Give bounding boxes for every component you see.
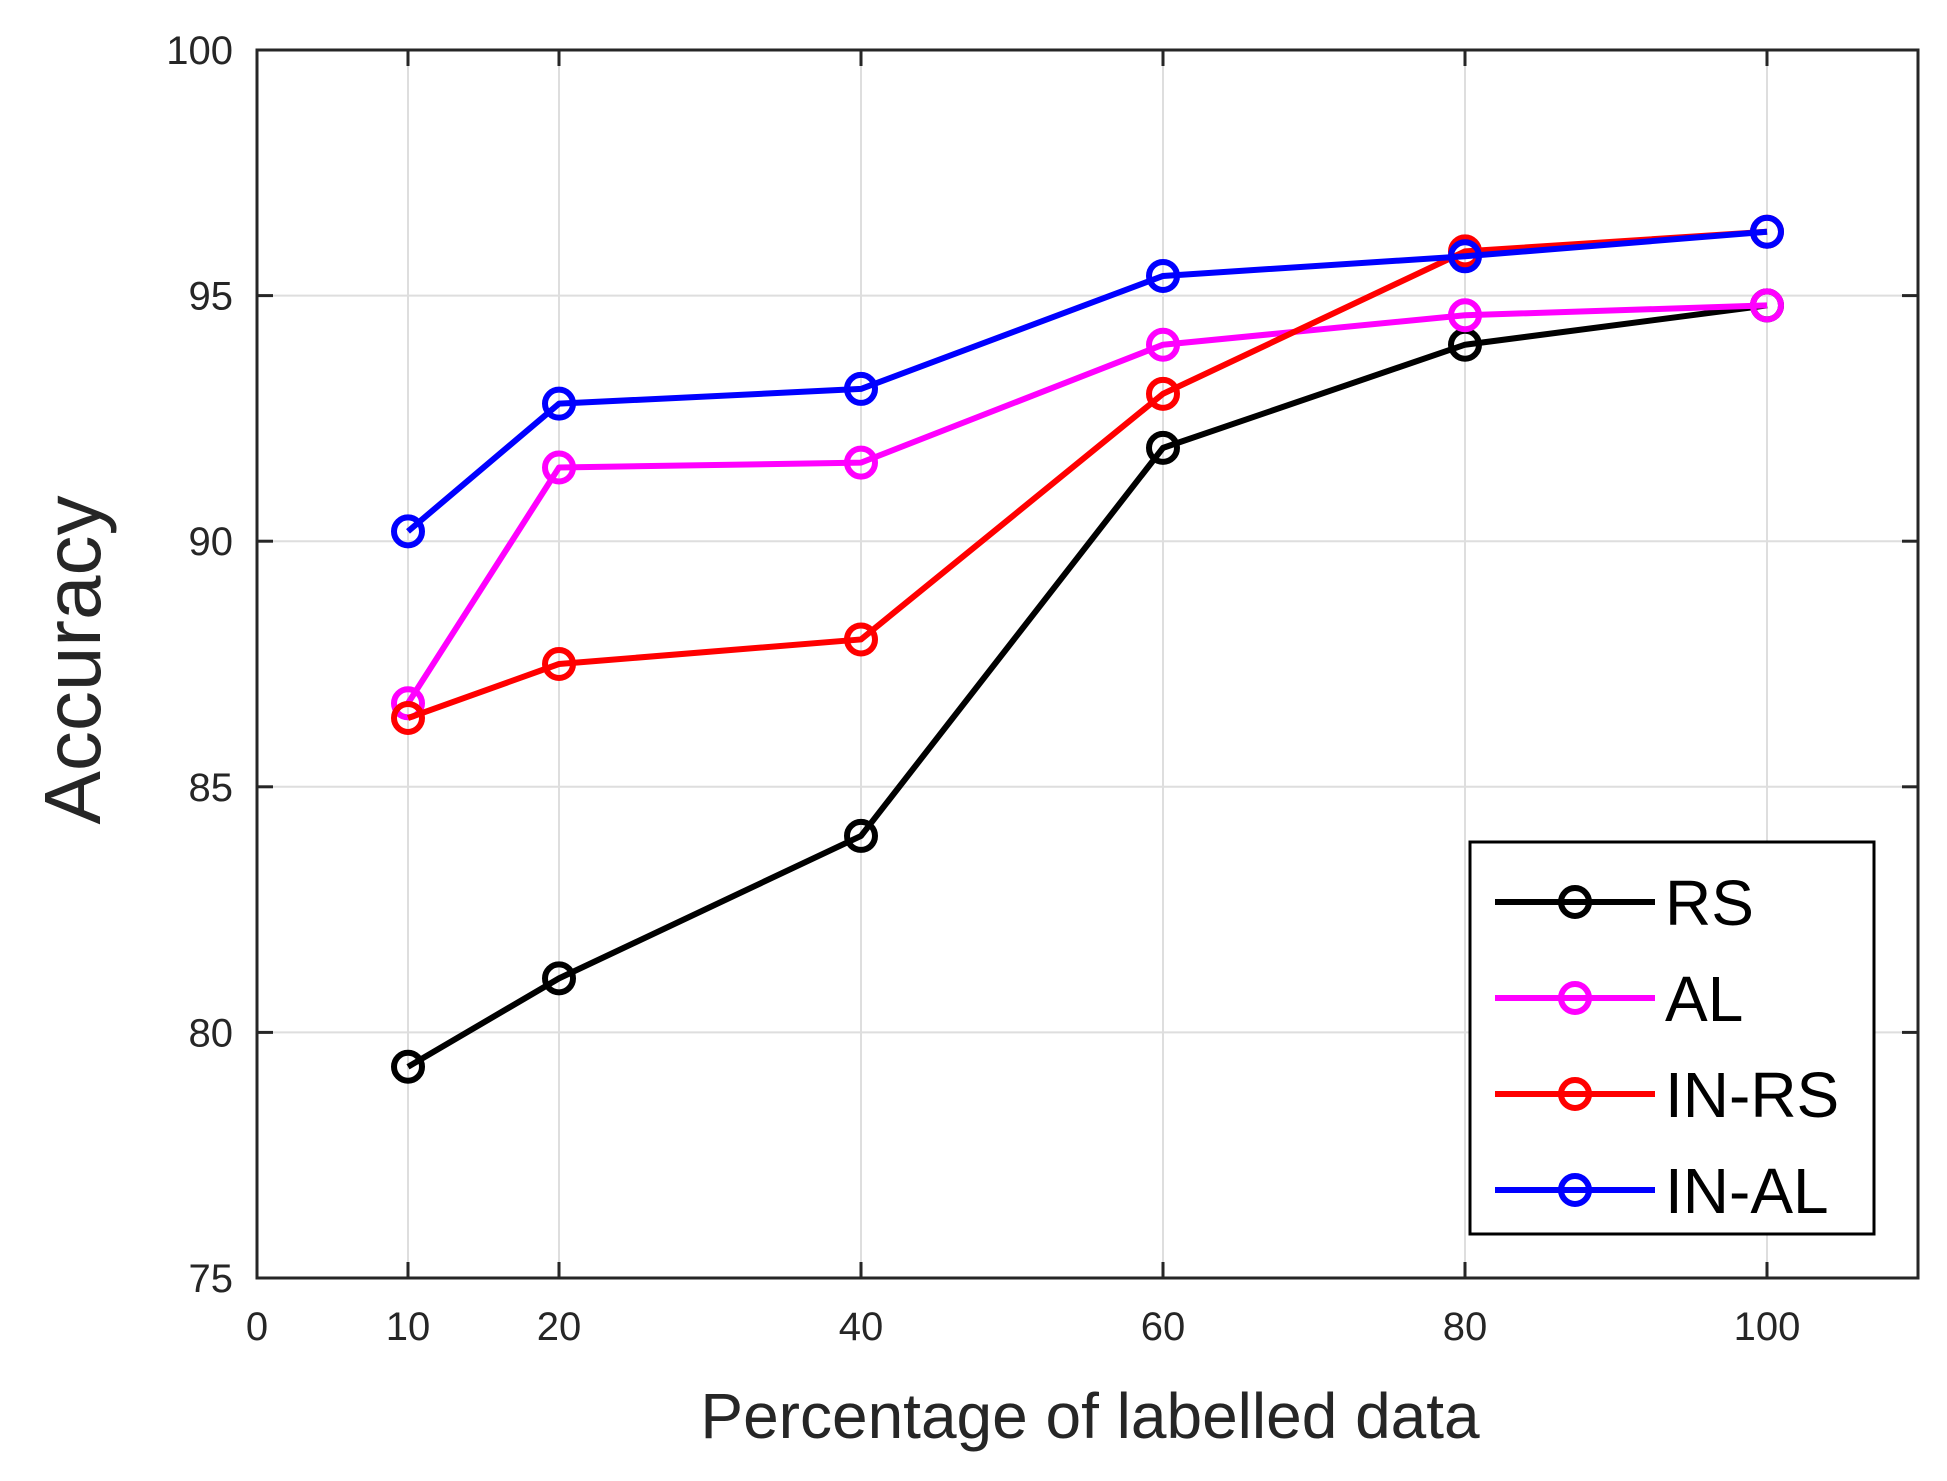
data-point-al xyxy=(844,445,878,480)
legend-marker-in-rs xyxy=(1558,1077,1592,1111)
series-layer xyxy=(391,214,1784,1084)
y-tick-label: 85 xyxy=(189,766,234,810)
legend-label-in-al: IN-AL xyxy=(1665,1155,1829,1227)
series-rs xyxy=(391,288,1784,1084)
series-al xyxy=(391,288,1784,721)
data-point-in-rs xyxy=(844,622,878,657)
y-tick-label: 80 xyxy=(189,1011,234,1055)
y-tick-label: 100 xyxy=(166,29,233,73)
legend-box xyxy=(1468,840,1876,1236)
x-tick-label: 60 xyxy=(1141,1305,1186,1349)
legend-marker-in-al xyxy=(1558,1173,1592,1207)
y-tick-label: 90 xyxy=(189,520,234,564)
data-point-in-rs xyxy=(391,701,425,736)
legend-label-al: AL xyxy=(1665,963,1743,1035)
data-point-in-al xyxy=(1448,239,1482,274)
data-point-in-al xyxy=(391,514,425,549)
y-tick-label: 95 xyxy=(189,275,234,319)
y-tick-label: 75 xyxy=(189,1257,234,1301)
legend-marker-rs xyxy=(1558,885,1592,919)
x-tick-label: 100 xyxy=(1734,1305,1801,1349)
series-line-in-al xyxy=(406,228,1768,534)
x-axis-title: Percentage of labelled data xyxy=(700,1380,1480,1452)
data-point-in-al xyxy=(844,371,878,406)
data-point-in-al xyxy=(1146,258,1180,293)
legend-label-in-rs: IN-RS xyxy=(1665,1059,1839,1131)
legend: RS AL IN-RS IN-AL xyxy=(1468,840,1876,1236)
data-point-al xyxy=(1750,288,1784,323)
x-tick-label: 80 xyxy=(1443,1305,1488,1349)
plot-frame xyxy=(255,48,1920,1280)
data-point-rs xyxy=(844,818,878,853)
data-point-al xyxy=(1448,298,1482,333)
series-line-al xyxy=(405,302,1768,705)
legend-label-rs: RS xyxy=(1665,867,1754,939)
x-tick-label: 40 xyxy=(839,1305,884,1349)
data-point-rs xyxy=(391,1049,425,1084)
y-axis-title: Accuracy xyxy=(28,496,117,825)
series-line-in-rs xyxy=(406,228,1768,721)
data-point-in-al xyxy=(542,386,576,421)
data-point-in-al xyxy=(1750,214,1784,249)
legend-marker-al xyxy=(1558,981,1592,1015)
series-in-al xyxy=(391,214,1784,549)
data-point-in-rs xyxy=(542,647,576,681)
data-point-rs xyxy=(1146,430,1180,465)
series-line-rs xyxy=(406,302,1768,1070)
x-tick-label: 20 xyxy=(537,1305,582,1349)
data-point-al xyxy=(542,450,576,485)
data-point-al xyxy=(1146,327,1180,362)
data-point-in-rs xyxy=(1146,376,1180,411)
x-tick-label: 0 xyxy=(246,1305,268,1349)
axis-ticks xyxy=(255,48,1918,1280)
data-point-rs xyxy=(542,961,576,996)
tick-labels: 0 10 20 40 60 80 100 75 80 85 90 95 100 xyxy=(166,29,1800,1349)
x-tick-label: 10 xyxy=(386,1305,431,1349)
